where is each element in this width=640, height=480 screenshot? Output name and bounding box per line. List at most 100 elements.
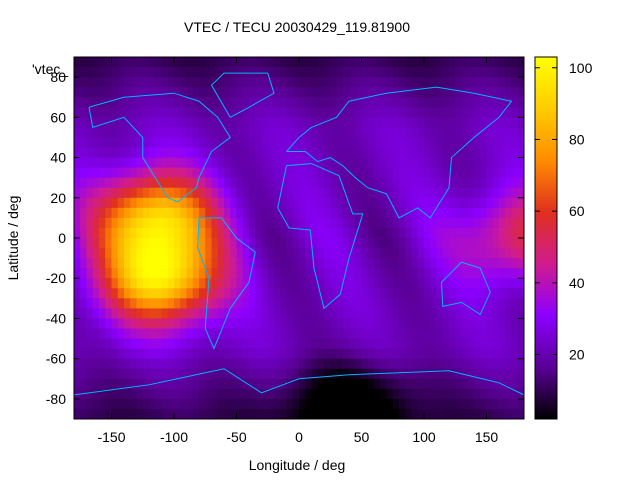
heatmap-cell — [392, 197, 400, 209]
heatmap-cell — [361, 328, 369, 340]
heatmap-cell — [317, 187, 325, 199]
heatmap-cell — [199, 308, 206, 320]
heatmap-cell — [286, 157, 294, 169]
heatmap-cell — [217, 238, 225, 249]
heatmap-cell — [217, 338, 225, 350]
heatmap-cell — [417, 288, 425, 299]
heatmap-cell — [486, 278, 494, 289]
heatmap-cell — [386, 197, 394, 209]
heatmap-cell — [242, 238, 250, 249]
heatmap-cell — [236, 57, 244, 68]
heatmap-cell — [205, 238, 213, 249]
heatmap-cell — [261, 137, 269, 149]
heatmap-cell — [405, 298, 413, 309]
heatmap-cell — [274, 278, 281, 289]
heatmap-cell — [242, 167, 250, 179]
heatmap-cell — [280, 388, 288, 400]
heatmap-cell — [405, 268, 413, 279]
heatmap-cell — [411, 87, 419, 98]
heatmap-cell — [249, 268, 256, 279]
heatmap-cell — [286, 278, 294, 289]
heatmap-cell — [86, 378, 94, 390]
heatmap-cell — [374, 127, 381, 139]
heatmap-cell — [392, 77, 400, 88]
heatmap-cell — [474, 328, 481, 340]
heatmap-cell — [355, 227, 363, 239]
heatmap-cell — [417, 328, 425, 340]
heatmap-cell — [111, 167, 119, 179]
heatmap-cell — [442, 298, 450, 309]
heatmap-cell — [261, 57, 269, 68]
heatmap-cell — [411, 258, 419, 269]
heatmap-cell — [417, 318, 425, 330]
heatmap-cell — [374, 107, 381, 118]
heatmap-cell — [261, 278, 269, 289]
heatmap-cell — [192, 197, 200, 209]
heatmap-cell — [474, 157, 481, 169]
heatmap-cell — [167, 238, 175, 249]
heatmap-cell — [161, 258, 169, 269]
heatmap-cells — [74, 57, 524, 419]
heatmap-cell — [449, 288, 456, 299]
heatmap-cell — [349, 217, 356, 229]
heatmap-cell — [142, 348, 150, 360]
heatmap-cell — [330, 318, 338, 330]
heatmap-cell — [211, 378, 219, 390]
y-tick-label: 0 — [58, 230, 66, 246]
heatmap-cell — [199, 408, 206, 419]
heatmap-cell — [99, 87, 106, 98]
heatmap-cell — [449, 298, 456, 309]
heatmap-cell — [311, 117, 319, 128]
heatmap-cell — [199, 87, 206, 98]
heatmap-cell — [486, 157, 494, 169]
heatmap-cell — [261, 348, 269, 360]
heatmap-cell — [274, 217, 281, 229]
heatmap-cell — [199, 268, 206, 279]
heatmap-cell — [155, 87, 163, 98]
heatmap-cell — [349, 67, 356, 78]
heatmap-cell — [230, 358, 238, 370]
heatmap-cell — [267, 97, 275, 108]
heatmap-cell — [380, 358, 388, 370]
heatmap-cell — [86, 167, 94, 179]
heatmap-cell — [386, 227, 394, 239]
heatmap-cell — [436, 177, 444, 189]
heatmap-cell — [261, 177, 269, 189]
heatmap-cell — [480, 217, 488, 229]
heatmap-cell — [361, 398, 369, 410]
heatmap-cell — [361, 308, 369, 320]
heatmap-cell — [455, 127, 463, 139]
heatmap-cell — [436, 97, 444, 108]
heatmap-cell — [486, 398, 494, 410]
heatmap-cell — [161, 217, 169, 229]
heatmap-cell — [161, 167, 169, 179]
heatmap-cell — [105, 348, 113, 360]
heatmap-cell — [180, 298, 188, 309]
heatmap-cell — [517, 147, 524, 159]
heatmap-cell — [199, 97, 206, 108]
heatmap-cell — [105, 97, 113, 108]
heatmap-cell — [167, 308, 175, 320]
heatmap-cell — [317, 77, 325, 88]
heatmap-cell — [136, 87, 144, 98]
heatmap-cell — [480, 378, 488, 390]
heatmap-cell — [92, 408, 100, 419]
heatmap-cell — [499, 258, 506, 269]
heatmap-cell — [480, 338, 488, 350]
heatmap-cell — [499, 398, 506, 410]
heatmap-cell — [311, 127, 319, 139]
heatmap-cell — [486, 328, 494, 340]
heatmap-cell — [511, 177, 519, 189]
heatmap-cell — [342, 97, 350, 108]
heatmap-cell — [217, 358, 225, 370]
heatmap-cell — [367, 258, 375, 269]
heatmap-cell — [267, 298, 275, 309]
heatmap-cell — [517, 77, 524, 88]
heatmap-cell — [517, 87, 524, 98]
heatmap-cell — [274, 97, 281, 108]
heatmap-cell — [99, 187, 106, 199]
heatmap-cell — [274, 328, 281, 340]
heatmap-cell — [380, 127, 388, 139]
heatmap-cell — [317, 298, 325, 309]
heatmap-cell — [155, 147, 163, 159]
